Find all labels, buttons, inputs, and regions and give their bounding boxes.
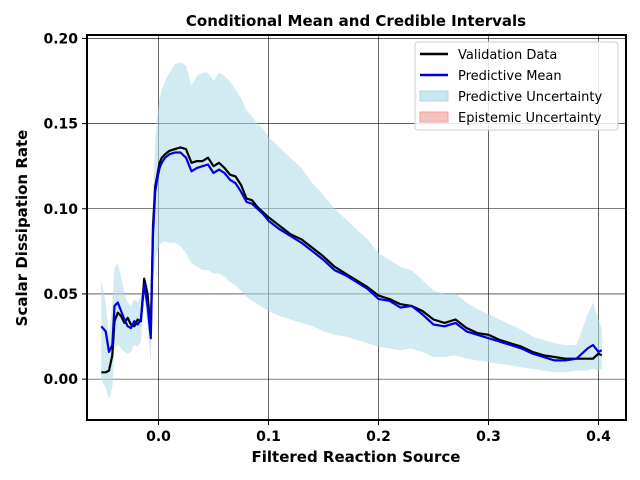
x-axis-title: Filtered Reaction Source (252, 448, 461, 466)
y-tick-label: 0.05 (43, 287, 78, 303)
legend-label: Predictive Uncertainty (458, 90, 602, 105)
legend-entry: Validation Data (420, 48, 557, 63)
legend-label: Validation Data (458, 48, 557, 63)
series-layer (100, 146, 603, 374)
legend-box (414, 41, 619, 131)
legend: Validation Data Predictive Mean Predictive… (414, 41, 619, 131)
legend-label: Predictive Mean (458, 69, 562, 84)
x-tick-label: 0.2 (366, 429, 391, 445)
y-tick-label: 0.15 (43, 117, 78, 133)
y-tick-label: 0.00 (43, 372, 78, 388)
predictive-uncertainty-band (101, 62, 602, 400)
y-tick-label: 0.20 (43, 31, 78, 47)
chart-title: Conditional Mean and Credible Intervals (186, 12, 526, 30)
predictive-mean-line (100, 151, 603, 362)
x-tick-label: 0.0 (146, 429, 171, 445)
y-tick-label: 0.10 (43, 202, 78, 218)
legend-label: Epistemic Uncertainty (458, 111, 602, 126)
legend-swatch (419, 90, 449, 102)
legend-swatch (419, 111, 449, 123)
x-tick-label: 0.4 (586, 429, 611, 445)
legend-entry: Predictive Uncertainty (419, 90, 602, 105)
band-layer (101, 62, 602, 400)
y-axis: 0.00 0.05 0.10 0.15 0.20 (43, 31, 87, 388)
y-axis-title: Scalar Dissipation Rate (13, 130, 31, 327)
x-axis: 0.0 0.1 0.2 0.3 0.4 (146, 420, 611, 445)
legend-entry: Epistemic Uncertainty (419, 111, 602, 126)
x-tick-label: 0.3 (476, 429, 501, 445)
x-tick-label: 0.1 (256, 429, 281, 445)
legend-entry: Predictive Mean (420, 69, 562, 84)
plot-frame (86, 34, 627, 421)
